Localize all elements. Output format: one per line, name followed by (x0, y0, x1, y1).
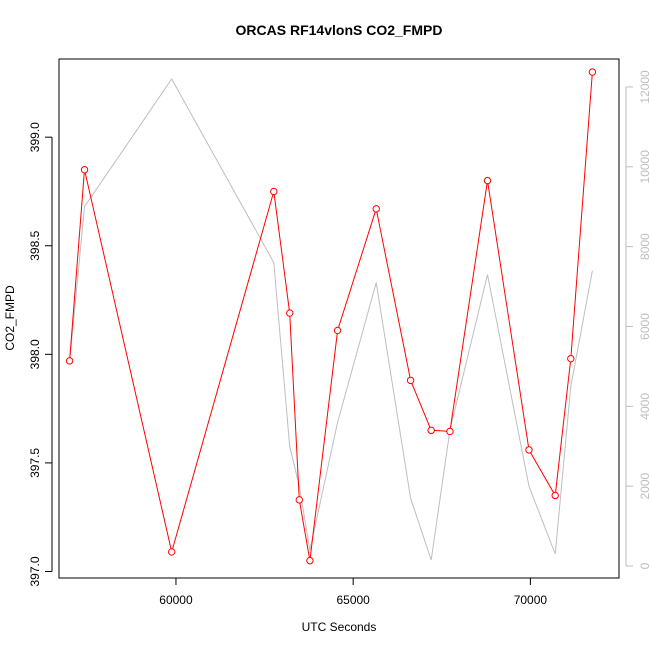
y-tick-label: 398.5 (28, 230, 42, 260)
series-line-left (69, 71, 593, 561)
data-point (551, 491, 559, 500)
y2-tick-label: 12000 (638, 70, 650, 104)
series-line-right (69, 78, 593, 561)
plot-frame (58, 58, 620, 579)
data-point (372, 205, 380, 213)
y2-axis: 0 2000 4000 6000 8000 10000 12000 (625, 70, 650, 569)
y-axis-label: CO2_FMPD (3, 285, 17, 351)
data-point (446, 427, 454, 436)
x-tick-label: 70000 (514, 593, 548, 607)
data-point (270, 187, 278, 196)
data-point (483, 176, 492, 185)
x-tick-label: 60000 (159, 593, 193, 607)
series-layer (65, 68, 597, 565)
data-point (306, 556, 314, 565)
data-point (406, 376, 415, 385)
x-tick-label: 65000 (336, 593, 370, 607)
data-point (427, 426, 435, 435)
data-point (567, 354, 575, 363)
y2-tick-label: 0 (638, 562, 650, 569)
x-axis: 60000 65000 70000 (159, 578, 547, 607)
y-tick-label: 397.5 (28, 448, 42, 478)
x-axis-label: UTC Seconds (302, 620, 377, 634)
data-point (168, 548, 176, 556)
data-point (65, 357, 74, 365)
data-point (286, 309, 294, 317)
y-tick-label: 399.0 (28, 122, 42, 152)
data-point (333, 326, 342, 335)
y-tick-label: 397.0 (28, 556, 42, 586)
data-point (295, 496, 304, 504)
y2-tick-label: 10000 (638, 150, 650, 184)
data-point (525, 446, 533, 454)
y2-tick-label: 6000 (638, 313, 650, 340)
y2-tick-label: 4000 (638, 393, 650, 420)
y-tick-label: 398.0 (28, 339, 42, 369)
data-point (80, 166, 89, 174)
chart-title: ORCAS RF14vlonS CO2_FMPD (236, 22, 443, 38)
y2-tick-label: 8000 (638, 233, 650, 260)
y2-tick-label: 2000 (638, 473, 650, 500)
y-axis: 397.0 397.5 398.0 398.5 399.0 (28, 122, 53, 587)
data-point (588, 68, 597, 76)
